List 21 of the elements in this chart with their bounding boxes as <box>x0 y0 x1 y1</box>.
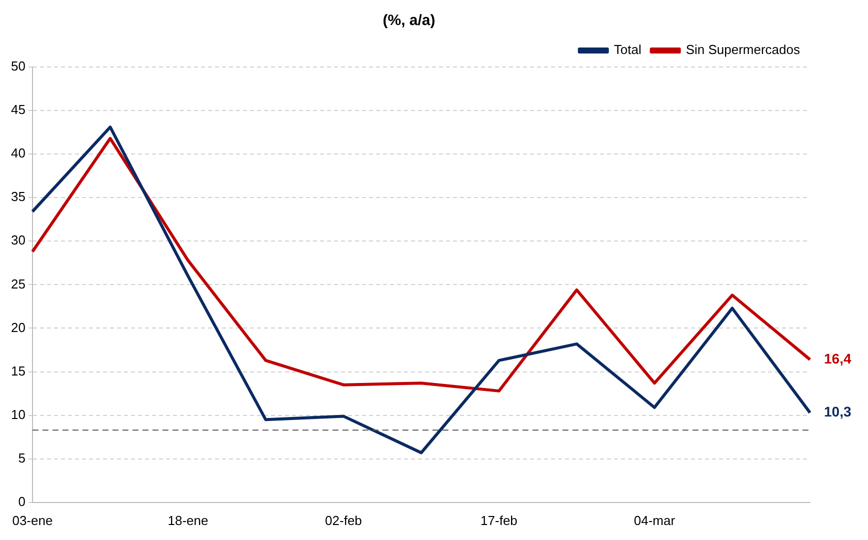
y-tick-label: 15 <box>10 363 26 378</box>
y-tick-label: 10 <box>10 406 26 422</box>
data-label: 16,4 <box>824 350 852 366</box>
x-tick-label: 02-feb <box>325 512 362 528</box>
x-tick-label: 18-ene <box>168 512 208 528</box>
y-tick-label: 40 <box>10 146 26 161</box>
x-tick-label: 04-mar <box>634 512 676 528</box>
y-tick-label: 5 <box>18 450 26 466</box>
y-tick-label: 30 <box>10 232 26 248</box>
legend-label: Sin Supermercados <box>686 42 800 58</box>
y-tick-label: 35 <box>10 189 26 204</box>
y-tick-label: 50 <box>10 58 26 74</box>
y-tick-label: 25 <box>10 276 26 292</box>
x-tick-label: 03-ene <box>12 512 53 528</box>
x-tick-label: 17-feb <box>480 512 518 528</box>
legend-label: Total <box>614 42 642 58</box>
y-tick-label: 45 <box>10 102 26 118</box>
y-tick-label: 0 <box>18 494 26 509</box>
chart-title: (%, a/a) <box>382 12 436 30</box>
y-tick-label: 20 <box>10 320 26 335</box>
data-label: 10,3 <box>824 404 852 420</box>
